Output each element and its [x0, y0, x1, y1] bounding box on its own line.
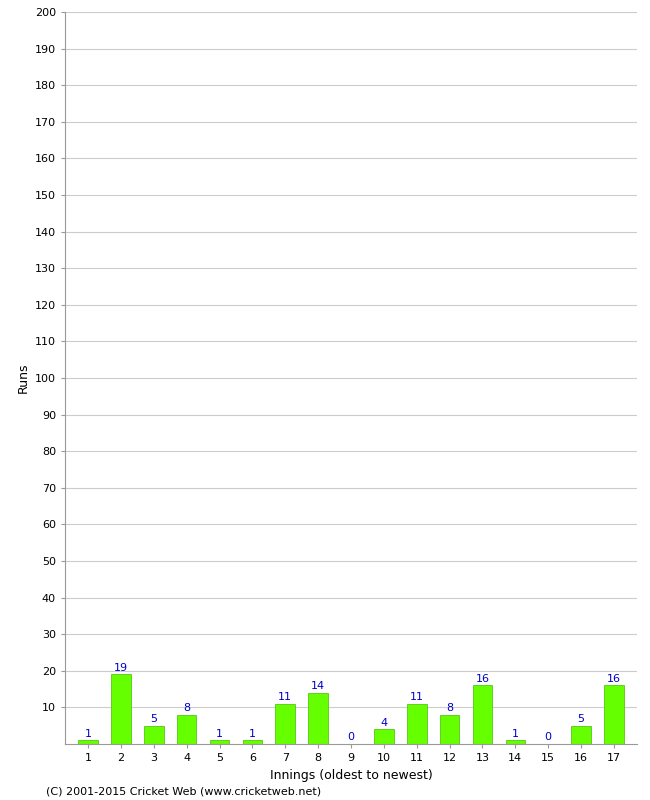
Text: 1: 1 [216, 729, 223, 738]
Bar [111, 674, 131, 744]
Bar [374, 730, 394, 744]
Text: 0: 0 [545, 732, 552, 742]
Text: 5: 5 [150, 714, 157, 724]
Bar [506, 740, 525, 744]
Bar [78, 740, 98, 744]
Text: 11: 11 [410, 692, 424, 702]
Text: 8: 8 [183, 703, 190, 713]
Text: 1: 1 [84, 729, 92, 738]
Text: 5: 5 [578, 714, 584, 724]
Text: 19: 19 [114, 662, 128, 673]
Bar [440, 714, 460, 744]
Text: 11: 11 [278, 692, 292, 702]
Bar [604, 686, 624, 744]
Text: 0: 0 [348, 732, 354, 742]
Y-axis label: Runs: Runs [16, 362, 29, 394]
Text: (C) 2001-2015 Cricket Web (www.cricketweb.net): (C) 2001-2015 Cricket Web (www.cricketwe… [46, 786, 320, 796]
Bar [144, 726, 164, 744]
Bar [177, 714, 196, 744]
X-axis label: Innings (oldest to newest): Innings (oldest to newest) [270, 769, 432, 782]
Text: 16: 16 [607, 674, 621, 684]
Text: 1: 1 [512, 729, 519, 738]
Bar [308, 693, 328, 744]
Text: 8: 8 [446, 703, 453, 713]
Bar [276, 704, 295, 744]
Text: 1: 1 [249, 729, 256, 738]
Text: 14: 14 [311, 681, 325, 691]
Bar [571, 726, 591, 744]
Bar [407, 704, 426, 744]
Text: 4: 4 [380, 718, 387, 727]
Bar [473, 686, 492, 744]
Bar [210, 740, 229, 744]
Bar [242, 740, 262, 744]
Text: 16: 16 [476, 674, 489, 684]
